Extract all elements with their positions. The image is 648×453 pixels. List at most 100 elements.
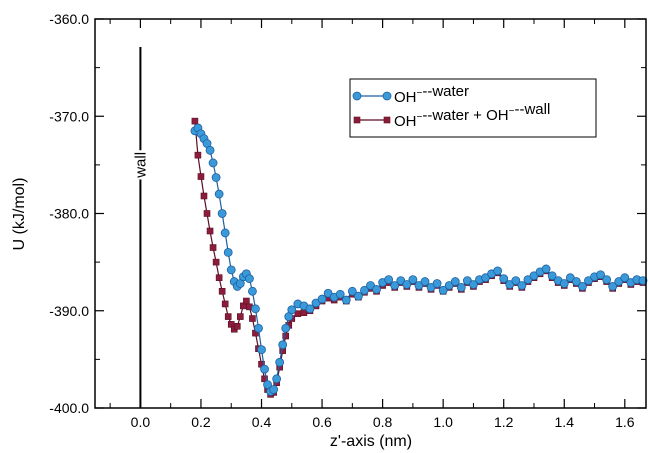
data-point (432, 279, 442, 288)
series-0 (190, 123, 648, 396)
legend-box (349, 78, 597, 138)
x-tick-label: 1.4 (555, 414, 575, 430)
data-point (269, 385, 279, 394)
data-point (511, 276, 521, 286)
data-point (205, 145, 215, 155)
data-point (223, 247, 233, 257)
data-point (420, 277, 430, 286)
series-1 (191, 117, 647, 398)
y-tick-label: -390.0 (49, 303, 89, 319)
data-point (233, 323, 241, 330)
data-point (212, 258, 220, 266)
series-layer (190, 117, 648, 398)
data-point (237, 313, 244, 320)
legend-label-part: --water + OH (422, 107, 508, 124)
data-point (493, 266, 503, 276)
data-point (341, 295, 351, 305)
data-point (224, 313, 232, 320)
legend-label: OH−--water (394, 83, 469, 106)
data-point (203, 210, 211, 217)
data-point (360, 285, 369, 295)
legend-label-part: --water (422, 83, 469, 100)
legend-label: OH−--water + OH−--wall (394, 101, 550, 130)
data-point (602, 275, 612, 285)
y-tick-label: -370.0 (49, 108, 89, 124)
data-point (384, 275, 394, 285)
data-point (275, 357, 285, 367)
data-point (390, 281, 400, 290)
superscript-minus: − (509, 106, 515, 117)
data-point (559, 279, 569, 288)
y-tick-label: -400.0 (49, 400, 89, 416)
data-point (226, 265, 236, 275)
data-point (249, 315, 256, 322)
data-point (194, 151, 202, 159)
data-point (282, 332, 290, 340)
data-point (257, 345, 266, 355)
data-point (254, 323, 263, 333)
data-point (215, 274, 223, 281)
y-tick-label: -380.0 (49, 206, 89, 222)
wall-label: wall (132, 152, 149, 179)
data-point (608, 282, 618, 291)
data-point (335, 289, 345, 299)
x-tick-label: 0.2 (191, 414, 211, 430)
annotation-layer: wall (132, 47, 149, 408)
data-point (200, 192, 208, 200)
data-point (571, 277, 581, 286)
data-point (547, 271, 557, 281)
x-tick-label: 1.0 (433, 414, 453, 430)
data-point (278, 340, 288, 350)
data-point (638, 276, 648, 286)
data-point (438, 285, 448, 295)
y-axis-label: U (kJ/mol) (11, 178, 28, 251)
data-point (317, 294, 327, 304)
data-point (221, 300, 229, 308)
x-tick-label: 0.8 (373, 414, 393, 430)
data-point (499, 274, 509, 284)
legend-label-part: OH (394, 89, 417, 106)
data-point (578, 282, 587, 291)
superscript-minus: − (417, 112, 423, 123)
data-point (287, 305, 297, 315)
data-point (248, 286, 257, 296)
data-point (305, 304, 315, 314)
data-point (243, 297, 250, 305)
data-point (372, 284, 381, 294)
data-point (191, 117, 199, 125)
x-tick-label: 0.0 (131, 414, 151, 430)
data-point (596, 270, 605, 280)
data-point (209, 244, 217, 251)
data-point (541, 264, 551, 274)
data-point (620, 273, 630, 283)
data-point (517, 281, 527, 290)
x-tick-label: 1.2 (494, 414, 514, 430)
data-point (353, 291, 363, 301)
data-point (347, 286, 357, 296)
data-point (469, 280, 478, 289)
data-point (197, 173, 205, 180)
plot-frame (94, 18, 647, 409)
data-point (217, 209, 227, 218)
legend-label-part: --wall (514, 101, 550, 118)
legend-swatch (352, 91, 392, 101)
data-point (456, 283, 466, 292)
data-point (245, 274, 254, 284)
data-point (218, 287, 226, 295)
data-point (281, 323, 291, 333)
legend-swatch (353, 116, 391, 124)
y-tick-label: -360.0 (49, 11, 89, 27)
legend-label-part: OH (394, 113, 417, 130)
data-point (408, 275, 418, 285)
data-point (402, 280, 412, 289)
x-axis-label: z'-axis (nm) (330, 433, 412, 450)
data-point (260, 364, 269, 374)
data-point (206, 227, 214, 235)
x-tick-label: 1.6 (615, 414, 635, 430)
data-point (214, 189, 224, 199)
ticks-layer: 0.0 0.2 0.4 0.6 0.8 1.0 1.2 1.4 1.6 -400.0 -390.0 -… (49, 11, 646, 430)
data-point (211, 173, 221, 182)
data-point (220, 228, 230, 238)
